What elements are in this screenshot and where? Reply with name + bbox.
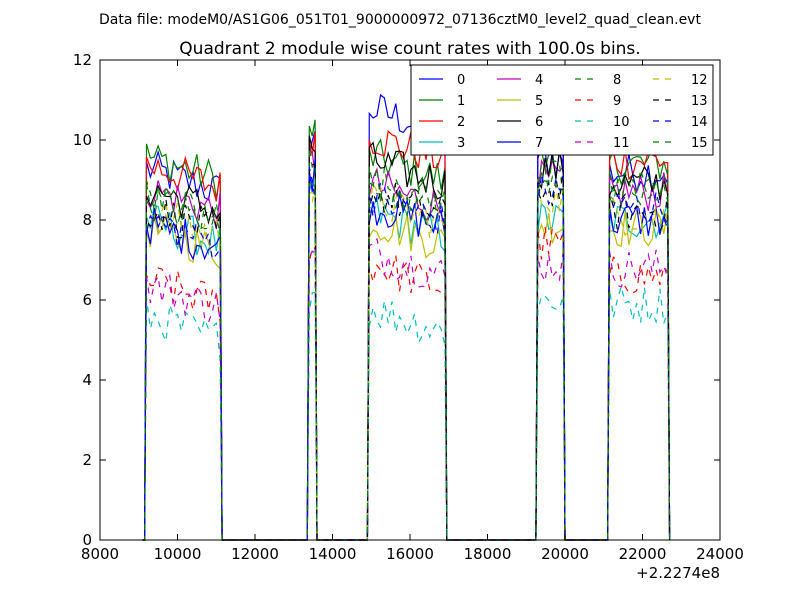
legend-label-15: 15 — [691, 136, 708, 151]
legend-label-10: 10 — [613, 115, 630, 130]
series-line-6 — [142, 135, 671, 541]
legend-label-1: 1 — [457, 94, 465, 109]
series-line-2 — [142, 129, 671, 541]
plot-frame — [99, 59, 721, 541]
x-tick-label: 24000 — [696, 545, 744, 563]
legend-label-11: 11 — [613, 136, 630, 151]
y-tick-label: 12 — [73, 51, 92, 69]
series-layer — [142, 93, 671, 541]
x-tick-label: 12000 — [231, 545, 279, 563]
legend-label-9: 9 — [613, 94, 621, 109]
legend-label-6: 6 — [535, 115, 543, 130]
legend-label-3: 3 — [457, 136, 465, 151]
x-tick-label: 8000 — [81, 545, 119, 563]
y-tick-label: 2 — [82, 451, 92, 469]
x-tick-label: 22000 — [619, 545, 667, 563]
legend-label-7: 7 — [535, 136, 543, 151]
legend-label-0: 0 — [457, 73, 465, 88]
series-line-8 — [142, 147, 671, 541]
legend-label-4: 4 — [535, 73, 543, 88]
legend-label-14: 14 — [691, 115, 708, 130]
y-tick-label: 8 — [82, 211, 92, 229]
x-offset-label: +2.2274e8 — [636, 564, 720, 582]
series-line-1 — [142, 119, 671, 541]
ticks-layer: 8000 10000 12000 14000 16000 18000 20000 22000 2… — [73, 51, 744, 563]
x-tick-label: 16000 — [386, 545, 434, 563]
legend-label-12: 12 — [691, 73, 708, 88]
figure-suptitle: Data file: modeM0/AS1G06_051T01_90000009… — [99, 12, 701, 28]
x-tick-label: 10000 — [154, 545, 202, 563]
legend-label-13: 13 — [691, 94, 708, 109]
x-tick-label: 20000 — [541, 545, 589, 563]
chart-title: Quadrant 2 module wise count rates with … — [179, 39, 640, 59]
legend-label-2: 2 — [457, 115, 465, 130]
x-tick-label: 18000 — [464, 545, 512, 563]
y-tick-label: 10 — [73, 131, 92, 149]
series-line-13 — [142, 163, 671, 541]
x-tick-label: 14000 — [309, 545, 357, 563]
legend-box — [410, 64, 714, 156]
legend-label-5: 5 — [535, 94, 543, 109]
series-line-7 — [142, 121, 671, 541]
y-tick-label: 6 — [82, 291, 92, 309]
series-line-11 — [142, 237, 671, 541]
y-tick-label: 4 — [82, 371, 92, 389]
legend-label-8: 8 — [613, 73, 621, 88]
series-line-15 — [142, 163, 671, 541]
y-tick-label: 0 — [82, 531, 92, 549]
